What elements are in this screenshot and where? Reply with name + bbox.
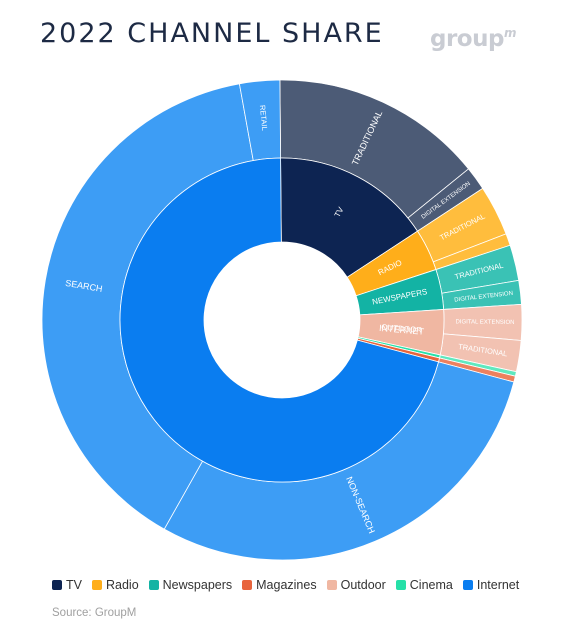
legend-swatch-radio [91,580,102,590]
inner-slice-tv [280,157,419,278]
legend-label-internet: Internet [476,578,520,592]
legend-label-tv: TV [66,578,82,592]
chart-legend: TV Radio Newspapers Magazines Outdoor Cinema I… [52,578,519,592]
legend-label-radio: Radio [105,578,139,592]
legend-swatch-outdoor [326,580,337,590]
legend-swatch-cinema [395,580,406,590]
legend-item-internet: Internet [462,578,520,592]
legend-item-radio: Radio [91,578,139,592]
legend-label-magazines: Magazines [256,578,317,592]
source-note: Source: GroupM [52,607,137,619]
legend-swatch-tv [52,580,62,590]
legend-label-outdoor: Outdoor [340,578,386,592]
inner-slice-internet [119,157,439,483]
legend-label-newspapers: Newspapers [162,578,233,592]
legend-item-tv: TV [52,578,82,592]
inner-label-outdoor: OUTDOOR [381,323,423,335]
legend-swatch-magazines [242,580,253,590]
legend-item-newspapers: Newspapers [148,578,233,592]
outer-label-internet-retail: RETAIL [258,105,269,131]
legend-item-cinema: Cinema [395,578,453,592]
groupm-logo: groupm [430,26,516,52]
legend-swatch-internet [462,580,473,590]
chart-title: 2022 CHANNEL SHARE [40,18,384,49]
inner-label-internet: INTERNET [379,323,425,337]
legend-item-outdoor: Outdoor [326,578,386,592]
legend-item-magazines: Magazines [242,578,317,592]
legend-swatch-newspapers [148,580,159,590]
outer-label-outdoor-digital-extension: DIGITAL EXTENSION [455,319,514,326]
legend-label-cinema: Cinema [409,578,453,592]
